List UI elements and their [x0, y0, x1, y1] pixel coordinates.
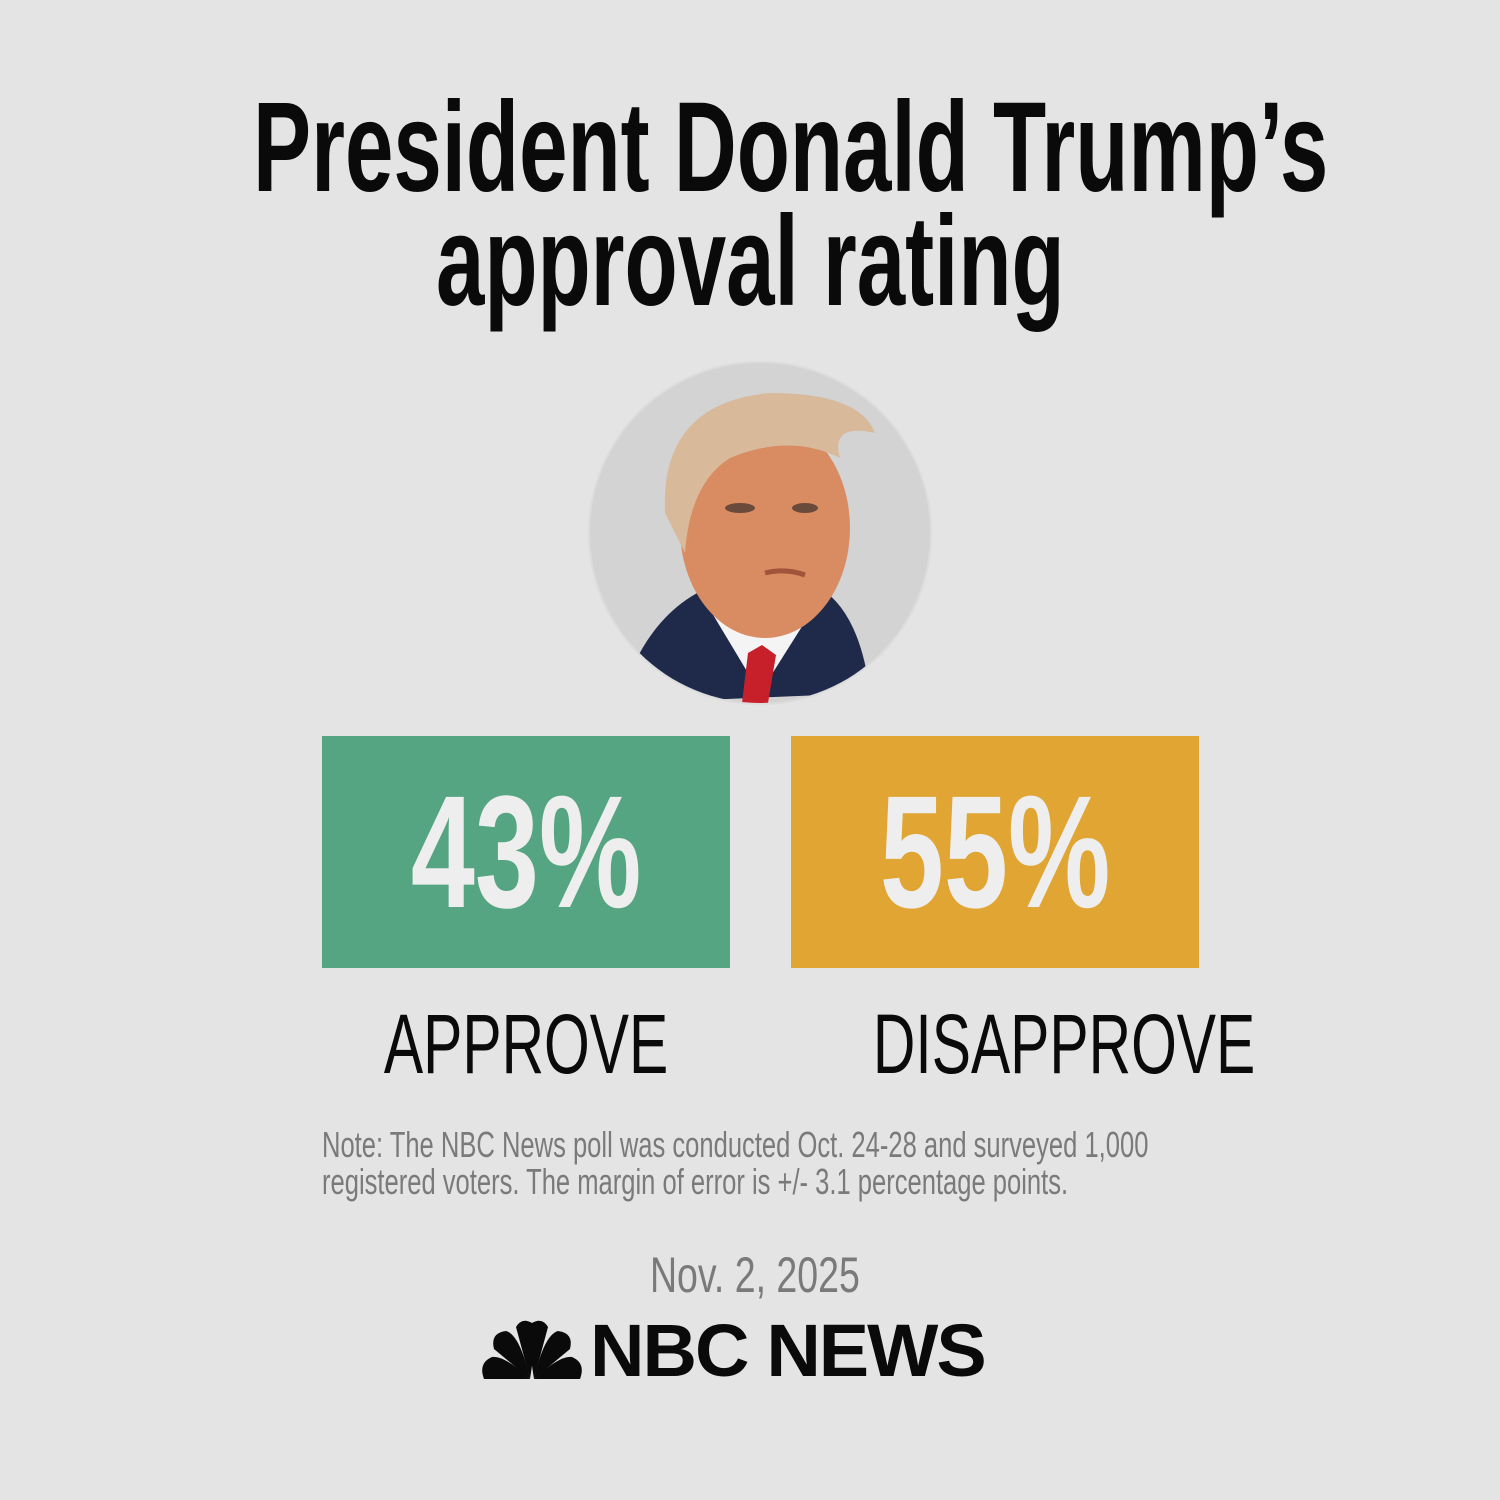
portrait-photo [590, 363, 930, 703]
methodology-note: Note: The NBC News poll was conducted Oc… [322, 1124, 1149, 1202]
logo-wordmark: NBC NEWS [590, 1308, 987, 1392]
peacock-icon [482, 1320, 582, 1379]
portrait-illustration [630, 393, 875, 703]
page-title-line-1: President Donald Trump’s [253, 76, 1329, 219]
disapprove-label: DISAPPROVE [872, 997, 1256, 1091]
publish-date: Nov. 2, 2025 [650, 1247, 860, 1303]
approve-label: APPROVE [383, 997, 669, 1091]
approve-value: 43% [410, 762, 642, 941]
page-title-line-2: approval rating [435, 190, 1065, 333]
disapprove-value: 55% [879, 762, 1111, 941]
nbc-news-logo: NBC NEWS [480, 1309, 1020, 1392]
disapprove-box: 55% [791, 736, 1199, 968]
approve-box: 43% [322, 736, 730, 968]
